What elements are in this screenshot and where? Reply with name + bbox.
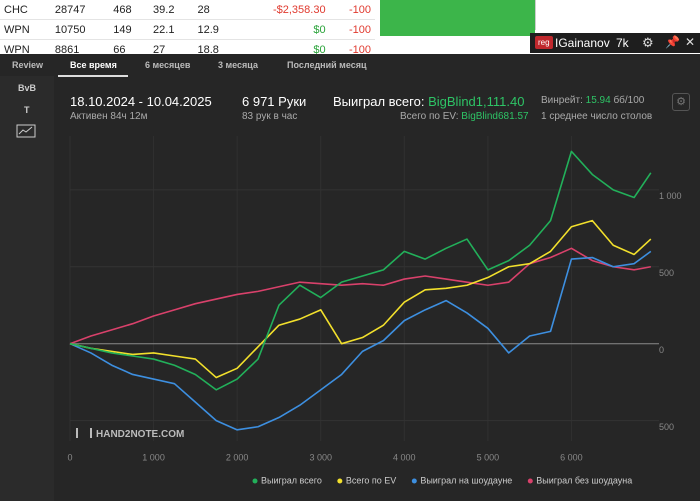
table-cell: WPN <box>4 23 30 36</box>
avg-tables: 1 среднее число столов <box>541 111 653 122</box>
won-total: Выиграл всего: BigBlind1,111.40 <box>333 94 524 109</box>
sidebar-item[interactable]: BvB <box>18 83 37 93</box>
legend-marker <box>337 478 343 484</box>
tab[interactable]: Review <box>12 60 44 70</box>
active-time: Активен 84ч 12м <box>70 111 148 122</box>
user-hands: 7k <box>616 36 629 50</box>
table-cell: 8861 <box>54 43 80 56</box>
hands-per-hour: 83 рук в час <box>242 111 298 122</box>
x-tick-label: 4 000 <box>393 452 416 462</box>
user-name[interactable]: IGainanov <box>555 36 610 50</box>
ev-value: BigBlind681.57 <box>461 111 529 122</box>
hand-table: CHC 28747 468 39.2 28 -$2,358.30 -100 WPN 10750 1… <box>0 0 375 60</box>
winrate-value: 15.94 <box>585 95 611 106</box>
chart-settings[interactable]: ⚙ <box>672 93 690 111</box>
table-cell: -100 <box>348 23 371 36</box>
table-cell: $0 <box>313 23 326 36</box>
legend-label: Выиграл на шоудауне <box>420 475 512 485</box>
watermark-text: HAND2NOTE.COM <box>96 429 185 440</box>
won-label: Выиграл всего: <box>333 94 425 109</box>
series-line <box>69 247 651 345</box>
x-tick-label: 3 000 <box>309 452 332 462</box>
table-cell: 28 <box>197 3 210 16</box>
table-cell: CHC <box>4 3 28 16</box>
hands: 6 971 Руки <box>242 94 307 109</box>
logo-icon <box>76 428 92 438</box>
table-cell: 18.8 <box>197 43 219 56</box>
user-bar: reg IGainanov 7k ⚙ 📌 ✕ <box>530 33 700 53</box>
table-cell: 27 <box>153 43 166 56</box>
x-tick-label: 6 000 <box>560 452 583 462</box>
table-cell: -$2,358.30 <box>272 3 326 16</box>
tab[interactable]: Все время <box>70 60 117 70</box>
legend-label: Выиграл без шоудауна <box>536 475 632 485</box>
legend-marker <box>527 478 533 484</box>
table-cell: 66 <box>113 43 126 56</box>
stats-panel <box>0 54 700 501</box>
tab[interactable]: 3 месяца <box>218 60 258 70</box>
table-cell: WPN <box>4 43 30 56</box>
table-cell: 22.1 <box>153 23 175 36</box>
x-tick-label: 0 <box>67 452 72 462</box>
series-line <box>69 250 652 431</box>
legend-marker <box>252 478 258 484</box>
x-tick-label: 2 000 <box>226 452 249 462</box>
ev-label: Всего по EV: <box>400 111 459 122</box>
table-cell: -100 <box>348 43 371 56</box>
table-row: WPN 10750 149 22.1 12.9 $0 -100 <box>0 20 375 40</box>
table-cell: -100 <box>348 3 371 16</box>
x-tick-label: 5 000 <box>477 452 500 462</box>
y-tick-label: 500 <box>659 422 674 432</box>
y-tick-label: 500 <box>659 268 674 278</box>
green-panel <box>380 0 535 36</box>
legend-label: Выиграл всего <box>261 475 322 485</box>
ev-total: Всего по EV: BigBlind681.57 <box>400 111 529 122</box>
table-cell: 39.2 <box>153 3 175 16</box>
period: 18.10.2024 - 10.04.2025 <box>70 94 212 109</box>
series-line <box>69 150 652 391</box>
table-cell: 10750 <box>54 23 86 36</box>
user-badge: reg <box>535 36 553 49</box>
series-line <box>69 219 652 379</box>
won-value: BigBlind1,111.40 <box>428 94 525 109</box>
sidebar: BvB T <box>0 76 54 501</box>
winrate-label: Винрейт: <box>541 95 583 106</box>
table-cell: 468 <box>113 3 132 16</box>
close-icon[interactable]: ✕ <box>685 35 696 49</box>
tab[interactable]: 6 месяцев <box>145 60 191 70</box>
graph-icon[interactable] <box>16 124 36 138</box>
winrate: Винрейт: 15.94 бб/100 <box>541 95 644 106</box>
watermark: HAND2NOTE.COM <box>76 428 184 440</box>
settings-icon[interactable]: ⚙ <box>642 35 654 50</box>
table-cell: $0 <box>313 43 326 56</box>
table-row: CHC 28747 468 39.2 28 -$2,358.30 -100 <box>0 0 375 20</box>
sidebar-item[interactable]: T <box>24 105 30 115</box>
legend-label: Всего по EV <box>346 475 396 485</box>
pin-icon[interactable]: 📌 <box>665 35 680 49</box>
table-cell: 12.9 <box>197 23 219 36</box>
tab[interactable]: Последний месяц <box>287 60 367 70</box>
active-tab-underline <box>58 75 128 77</box>
table-cell: 149 <box>113 23 132 36</box>
legend-marker <box>411 478 417 484</box>
blank-panel <box>535 0 700 30</box>
y-tick-label: 1 000 <box>659 191 682 201</box>
x-tick-label: 1 000 <box>142 452 165 462</box>
winrate-unit: бб/100 <box>613 95 645 106</box>
table-cell: 28747 <box>54 3 86 16</box>
y-tick-label: 0 <box>659 345 664 355</box>
